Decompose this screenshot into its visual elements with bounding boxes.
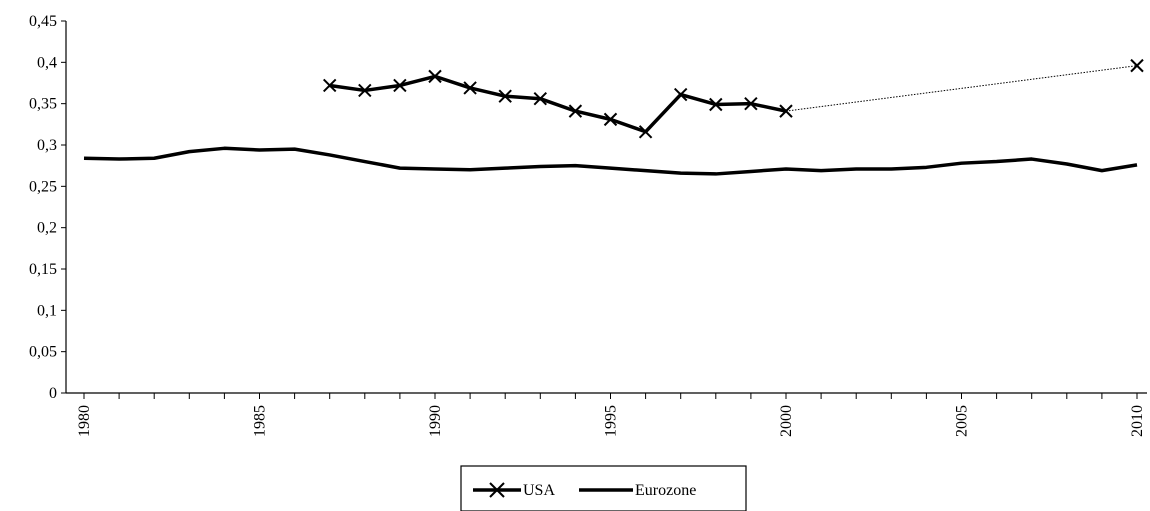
chart-axes: 0 0,05 0,1 0,15 0,2 0,25 0,3 0,35 0,4 0,45 1980 198… <box>29 13 1147 437</box>
y-tick-label: 0,2 <box>37 220 57 237</box>
y-tick-label: 0,15 <box>29 261 57 278</box>
usa-data-point <box>744 96 758 111</box>
usa-data-point <box>533 91 548 106</box>
x-marker-stroke <box>603 112 618 127</box>
x-marker-stroke <box>709 97 723 112</box>
y-tick-label: 0 <box>49 385 57 402</box>
x-tick-label: 2000 <box>778 405 795 437</box>
y-tick-label: 0,4 <box>37 54 57 71</box>
usa-data-point <box>498 89 512 103</box>
legend-eurozone-label: Eurozone <box>635 482 696 499</box>
usa-data-point <box>393 78 407 93</box>
x-marker-stroke <box>428 69 442 84</box>
x-marker-stroke <box>463 81 477 95</box>
usa-data-point <box>638 125 653 139</box>
usa-data-point <box>358 83 372 98</box>
x-marker-stroke <box>1130 58 1144 73</box>
legend: USA Eurozone <box>460 465 747 511</box>
y-tick-label: 0,3 <box>37 137 57 154</box>
usa-data-point <box>673 87 688 102</box>
usa-line <box>329 74 787 134</box>
usa-data-point <box>603 112 618 127</box>
x-marker-stroke <box>638 125 653 139</box>
usa-data-point <box>322 78 337 93</box>
x-marker-stroke <box>673 87 688 102</box>
x-tick-label: 1985 <box>252 405 269 437</box>
chart-marks <box>83 58 1144 176</box>
legend-usa-label: USA <box>523 482 555 499</box>
eurozone-line <box>83 146 1138 176</box>
x-marker-stroke <box>393 78 407 93</box>
y-tick-label: 0,45 <box>29 13 57 30</box>
usa-data-point <box>568 104 583 118</box>
x-tick-label: 1980 <box>76 405 93 437</box>
legend-usa-marker <box>489 482 505 498</box>
x-marker-stroke <box>533 91 548 106</box>
usa-data-point <box>463 81 477 95</box>
x-marker-stroke <box>489 482 505 498</box>
x-tick-label: 1990 <box>427 405 444 437</box>
x-tick-label: 1995 <box>603 405 620 437</box>
usa-data-point <box>428 69 442 84</box>
y-tick-label: 0,35 <box>29 96 57 113</box>
x-tick-label: 2005 <box>954 405 971 437</box>
x-marker-stroke <box>568 104 583 118</box>
x-marker-stroke <box>744 96 758 111</box>
y-tick-label: 0,25 <box>29 178 57 195</box>
y-tick-label: 0,1 <box>37 302 57 319</box>
x-tick-label: 2010 <box>1129 405 1146 437</box>
usa-data-point <box>709 97 723 112</box>
x-marker-stroke <box>322 78 337 93</box>
x-marker-stroke <box>498 89 512 103</box>
x-marker-stroke <box>358 83 372 98</box>
usa-extrapolated-line <box>785 65 1138 112</box>
usa-2010-marker <box>1130 58 1144 73</box>
y-tick-label: 0,05 <box>29 344 57 361</box>
